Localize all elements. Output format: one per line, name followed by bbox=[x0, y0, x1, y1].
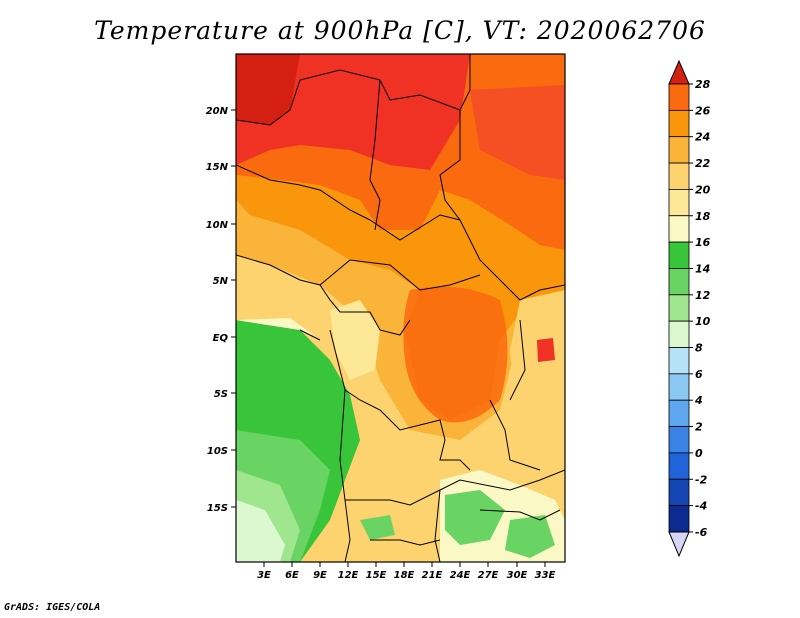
colorbar-label: 20 bbox=[695, 183, 711, 196]
lat-label: 5S bbox=[214, 389, 228, 400]
colorbar-label: -6 bbox=[695, 526, 708, 539]
lat-label: 5N bbox=[213, 276, 229, 287]
colorbar-swatch bbox=[668, 162, 690, 190]
lon-label: 18E bbox=[394, 570, 415, 581]
colorbar-swatches bbox=[668, 83, 690, 533]
lon-label: 3E bbox=[257, 570, 271, 581]
colorbar-label: -4 bbox=[695, 500, 707, 513]
colorbar-ticks bbox=[689, 83, 693, 533]
colorbar-swatch bbox=[668, 83, 690, 111]
colorbar-swatch bbox=[668, 215, 690, 243]
lat-label: EQ bbox=[213, 333, 229, 344]
lon-label: 27E bbox=[478, 570, 499, 581]
longitude-axis: 3E 6E 9E 12E 15E 18E 21E 24E 27E 30E 33E bbox=[257, 562, 556, 581]
latitude-axis: 20N 15N 10N 5N EQ 5S 10S 15S bbox=[206, 106, 236, 514]
colorbar-swatch bbox=[668, 109, 690, 138]
colorbar-swatch bbox=[668, 294, 690, 322]
colorbar-label: 16 bbox=[695, 236, 711, 249]
lon-label: 6E bbox=[285, 570, 299, 581]
lon-label: 24E bbox=[450, 570, 471, 581]
colorbar-label: 26 bbox=[695, 104, 711, 117]
colorbar-label: 0 bbox=[695, 447, 703, 460]
colorbar-swatch bbox=[668, 188, 690, 217]
colorbar-label: 2 bbox=[695, 421, 703, 434]
colorbar-label: 10 bbox=[695, 315, 711, 328]
colorbar-swatch bbox=[668, 426, 690, 454]
colorbar-label: 22 bbox=[695, 157, 711, 170]
colorbar-label: 24 bbox=[695, 131, 710, 144]
colorbar-swatch bbox=[668, 505, 690, 533]
lat-label: 10N bbox=[206, 220, 229, 231]
colorbar-label: 6 bbox=[695, 368, 703, 381]
colorbar-swatch bbox=[668, 373, 690, 401]
map-title: Temperature at 900hPa [C], VT: 202006270… bbox=[94, 16, 706, 45]
colorbar-swatch bbox=[668, 478, 690, 507]
colorbar-label: 14 bbox=[695, 262, 710, 275]
lat-label: 15N bbox=[206, 162, 229, 173]
colorbar-label: 8 bbox=[695, 342, 703, 355]
colorbar-swatch bbox=[668, 347, 690, 375]
lat-label: 10S bbox=[207, 446, 228, 457]
lat-label: 20N bbox=[206, 106, 229, 117]
lon-label: 9E bbox=[313, 570, 327, 581]
colorbar-swatch bbox=[668, 268, 690, 296]
credit-text: GrADS: IGES/COLA bbox=[4, 602, 101, 613]
lon-label: 21E bbox=[422, 570, 443, 581]
colorbar-label: 18 bbox=[695, 210, 711, 223]
lat-label: 15S bbox=[207, 503, 228, 514]
lon-label: 33E bbox=[535, 570, 556, 581]
colorbar-swatch bbox=[668, 136, 690, 164]
colorbar-swatch bbox=[668, 452, 690, 480]
lon-label: 30E bbox=[507, 570, 528, 581]
colorbar-label: 12 bbox=[695, 289, 711, 302]
colorbar-top-arrow bbox=[668, 59, 690, 85]
colorbar-label: 28 bbox=[695, 78, 711, 91]
colorbar-swatch bbox=[668, 320, 690, 348]
colorbar-label: -2 bbox=[695, 473, 708, 486]
map-frame bbox=[235, 53, 566, 563]
lon-label: 12E bbox=[338, 570, 359, 581]
colorbar-bottom-arrow bbox=[668, 531, 690, 558]
temperature-field bbox=[236, 54, 565, 562]
colorbar-swatch bbox=[668, 241, 690, 269]
country-borders bbox=[236, 54, 565, 562]
colorbar-swatch bbox=[668, 399, 690, 427]
lon-label: 15E bbox=[366, 570, 387, 581]
colorbar-label: 4 bbox=[694, 394, 703, 407]
